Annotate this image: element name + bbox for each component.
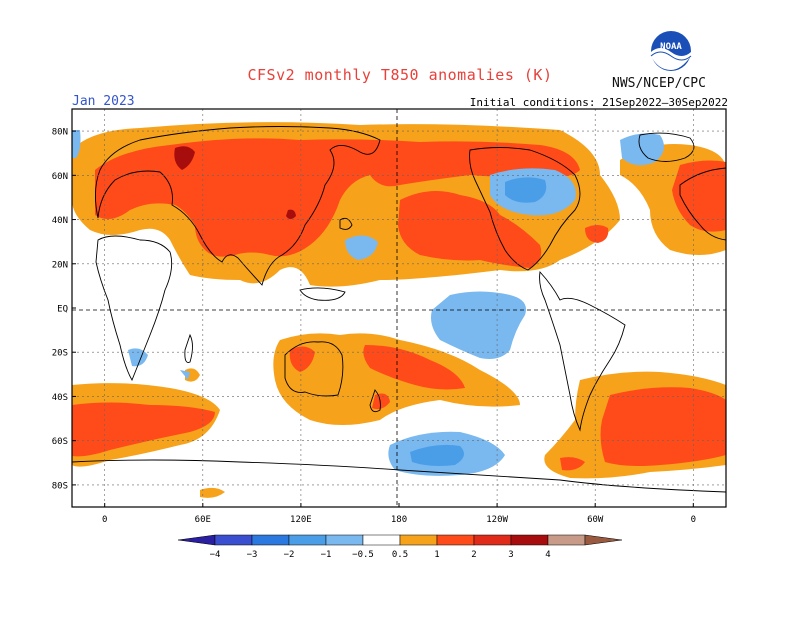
anomaly-blue bbox=[410, 177, 547, 466]
colorbar-segment bbox=[325, 534, 364, 546]
colorbar-segment bbox=[473, 534, 512, 546]
colorbar-label: −0.5 bbox=[352, 550, 374, 560]
colorbar-segment bbox=[436, 534, 475, 546]
noaa-logo-text: NOAA bbox=[660, 42, 682, 52]
coastlines bbox=[72, 126, 726, 493]
lat-label: 60N bbox=[52, 172, 68, 182]
colorbar-segment bbox=[288, 534, 327, 546]
lat-label: EQ bbox=[57, 305, 68, 315]
lon-label: 120E bbox=[290, 515, 312, 525]
lat-label: 80S bbox=[52, 481, 68, 491]
initial-conditions: Initial conditions: 21Sep2022–30Sep2022 bbox=[469, 96, 728, 109]
colorbar-segment bbox=[584, 534, 623, 546]
colorbar: −4 −3 −2 −1 −0.5 0.5 1 2 3 4 bbox=[177, 534, 623, 560]
lat-label: 60S bbox=[52, 437, 68, 447]
colorbar-segment bbox=[547, 534, 586, 546]
gridlines bbox=[72, 109, 726, 507]
lon-label: 60W bbox=[587, 515, 604, 525]
chart-title: CFSv2 monthly T850 anomalies (K) bbox=[247, 66, 553, 84]
valid-month: Jan 2023 bbox=[72, 94, 135, 109]
lat-label: 20S bbox=[52, 349, 68, 359]
lon-label: 0 bbox=[102, 515, 107, 525]
anomaly-red bbox=[72, 138, 726, 471]
lon-labels: 0 60E 120E 180 120W 60W 0 bbox=[102, 503, 696, 525]
lat-label: 20N bbox=[52, 260, 68, 270]
colorbar-label: 2 bbox=[471, 550, 476, 560]
lon-label: 120W bbox=[486, 515, 508, 525]
agency-label: NWS/NCEP/CPC bbox=[612, 76, 706, 91]
lon-label: 0 bbox=[691, 515, 696, 525]
colorbar-segment bbox=[399, 534, 438, 546]
lat-label: 40S bbox=[52, 393, 68, 403]
colorbar-segment bbox=[177, 534, 216, 546]
colorbar-segment bbox=[251, 534, 290, 546]
colorbar-label: 3 bbox=[508, 550, 513, 560]
noaa-logo: NOAA bbox=[650, 30, 692, 72]
colorbar-label: −4 bbox=[210, 550, 221, 560]
colorbar-label: 1 bbox=[434, 550, 439, 560]
anomaly-fields bbox=[72, 122, 726, 498]
colorbar-segment bbox=[510, 534, 549, 546]
lat-labels: 80N 60N 40N 20N EQ 20S 40S 60S 80S bbox=[52, 128, 76, 491]
lat-label: 40N bbox=[52, 216, 68, 226]
lon-label: 180 bbox=[391, 515, 407, 525]
colorbar-segment bbox=[362, 534, 401, 546]
colorbar-label: 4 bbox=[545, 550, 550, 560]
colorbar-segment bbox=[214, 534, 253, 546]
colorbar-label: −3 bbox=[247, 550, 258, 560]
lon-label: 60E bbox=[195, 515, 211, 525]
colorbar-label: 0.5 bbox=[392, 550, 408, 560]
anomaly-darkred bbox=[174, 146, 296, 219]
colorbar-label: −1 bbox=[321, 550, 332, 560]
lat-label: 80N bbox=[52, 128, 68, 138]
colorbar-label: −2 bbox=[284, 550, 295, 560]
